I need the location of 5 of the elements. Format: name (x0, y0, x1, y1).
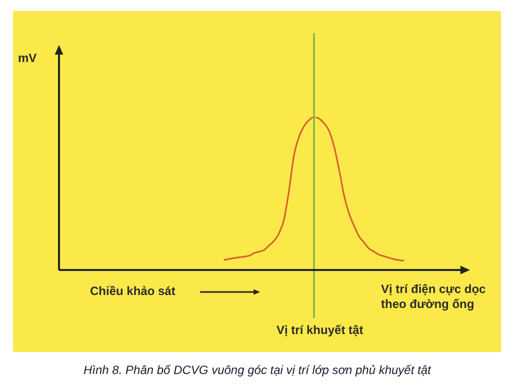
text: Chiều khảo sát (90, 284, 176, 298)
y-axis-title: mV (18, 51, 37, 65)
text: Hình 8. Phân bố DCVG vuông góc tại vị trí lớp sơn phủ khuyết tật (84, 363, 431, 377)
text: Vị trí khuyết tật (276, 323, 364, 337)
x-axis-title: Vị trí điện cực dọc theo đường ống (381, 282, 487, 312)
